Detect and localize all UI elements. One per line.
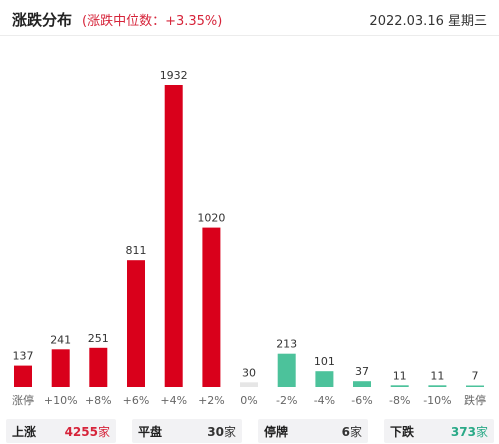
stat-up-count: 4255 bbox=[64, 425, 98, 439]
value-label-10: 11 bbox=[393, 369, 407, 382]
header-divider bbox=[0, 35, 499, 36]
stat-flat-count: 30 bbox=[207, 425, 224, 439]
x-tick-label-4: +4% bbox=[160, 394, 187, 407]
stat-halt-label: 停牌 bbox=[264, 425, 289, 439]
value-label-9: 37 bbox=[355, 365, 369, 378]
stat-halt-count: 6 bbox=[341, 425, 350, 439]
x-tick-labels-group: 涨停 +10% +8% +6% +4% +2% 0% -2% -4% -6% -8% -10% 跌停 bbox=[12, 393, 486, 407]
x-tick-label-5: +2% bbox=[198, 394, 225, 407]
stat-up-label: 上涨 bbox=[12, 425, 37, 439]
value-label-8: 101 bbox=[314, 355, 335, 368]
median-change: (涨跌中位数：+3.35%) bbox=[82, 14, 223, 29]
x-tick-label-0: 涨停 bbox=[12, 393, 34, 407]
stat-up-unit: 家 bbox=[97, 425, 110, 439]
bars-group bbox=[14, 85, 484, 387]
bar-12 bbox=[466, 385, 484, 387]
bar-0 bbox=[14, 365, 32, 387]
stat-up: 上涨 4255家 bbox=[6, 419, 116, 443]
stat-down-label: 下跌 bbox=[390, 425, 415, 439]
stat-down: 下跌 373家 bbox=[384, 419, 494, 443]
bar-6 bbox=[240, 382, 258, 387]
x-tick-label-6: 0% bbox=[240, 394, 257, 407]
x-tick-label-3: +6% bbox=[123, 394, 150, 407]
x-tick-label-11: -10% bbox=[423, 394, 451, 407]
x-tick-label-2: +8% bbox=[85, 394, 112, 407]
bar-9 bbox=[353, 381, 371, 387]
distribution-bar-chart: 137 241 251 811 1932 1020 30 213 101 37 11 11 7 涨停 +1… bbox=[12, 69, 486, 407]
value-label-2: 251 bbox=[88, 332, 109, 345]
bar-10 bbox=[390, 385, 409, 387]
value-label-6: 30 bbox=[242, 366, 256, 379]
trade-date: 2022.03.16 星期三 bbox=[369, 14, 487, 29]
stat-down-unit: 家 bbox=[475, 425, 488, 439]
x-tick-label-12: 跌停 bbox=[464, 393, 486, 407]
value-label-1: 241 bbox=[50, 333, 71, 346]
chart-title: 涨跌分布 bbox=[12, 11, 73, 29]
bar-3 bbox=[127, 260, 145, 387]
bar-7 bbox=[277, 353, 296, 387]
value-label-3: 811 bbox=[126, 244, 147, 257]
x-tick-label-1: +10% bbox=[44, 394, 78, 407]
value-label-4: 1932 bbox=[160, 69, 188, 82]
bar-4 bbox=[164, 85, 183, 387]
chart-header: 涨跌分布 (涨跌中位数：+3.35%) 2022.03.16 星期三 bbox=[0, 0, 499, 34]
bar-8 bbox=[315, 371, 334, 387]
bar-2 bbox=[89, 347, 108, 387]
x-tick-label-9: -6% bbox=[351, 394, 372, 407]
stat-flat-unit: 家 bbox=[223, 425, 236, 439]
bar-1 bbox=[51, 349, 70, 387]
value-label-12: 7 bbox=[472, 370, 479, 383]
value-label-5: 1020 bbox=[197, 212, 225, 225]
value-labels-group: 137 241 251 811 1932 1020 30 213 101 37 11 11 7 bbox=[13, 69, 479, 383]
value-label-7: 213 bbox=[276, 338, 297, 351]
stat-down-count: 373 bbox=[450, 425, 476, 439]
x-tick-label-8: -4% bbox=[314, 394, 335, 407]
bar-5 bbox=[202, 227, 221, 387]
value-label-0: 137 bbox=[13, 350, 34, 363]
stat-flat: 平盘 30家 bbox=[132, 419, 242, 443]
summary-footer: 上涨 4255家 平盘 30家 停牌 6家 下跌 373家 bbox=[0, 415, 499, 444]
stat-halt-unit: 家 bbox=[349, 425, 362, 439]
x-tick-label-7: -2% bbox=[276, 394, 297, 407]
stat-halt: 停牌 6家 bbox=[258, 419, 368, 443]
bar-11 bbox=[428, 385, 447, 387]
x-tick-label-10: -8% bbox=[389, 394, 410, 407]
stat-flat-label: 平盘 bbox=[138, 425, 163, 439]
value-label-11: 11 bbox=[430, 369, 444, 382]
